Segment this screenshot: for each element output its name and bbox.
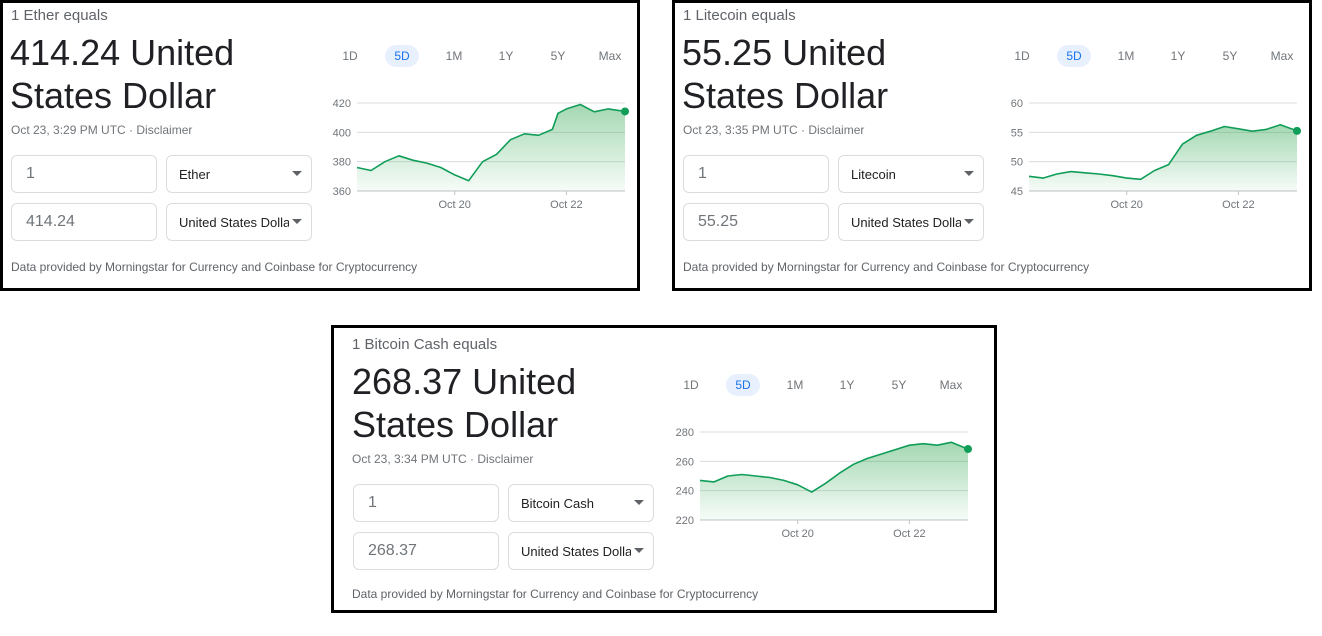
amount-from-input[interactable]: 1 — [353, 484, 499, 522]
amount-from-input[interactable]: 1 — [683, 155, 829, 193]
price-area — [1029, 124, 1297, 191]
range-tab-1y[interactable]: 1Y — [839, 378, 855, 392]
chevron-down-icon — [634, 500, 644, 505]
chevron-down-icon — [634, 548, 644, 553]
y-tick-label: 360 — [333, 186, 351, 198]
y-tick-label: 60 — [1011, 98, 1023, 110]
y-tick-label: 380 — [333, 157, 351, 169]
y-tick-label: 220 — [676, 515, 694, 527]
range-tab-1d[interactable]: 1D — [342, 49, 358, 63]
y-tick-label: 400 — [333, 127, 351, 139]
converter-widget-ether: 1 Ether equals 414.24 United States Doll… — [0, 0, 640, 291]
currency-from-select[interactable]: Litecoin — [838, 155, 984, 193]
y-tick-label: 260 — [676, 456, 694, 468]
y-tick-label: 55 — [1011, 127, 1023, 139]
currency-from-label: Ether — [179, 166, 211, 182]
x-tick-label: Oct 20 — [1111, 199, 1143, 211]
currency-to-label: United States Dollar — [179, 214, 289, 230]
range-tab-1y[interactable]: 1Y — [498, 49, 514, 63]
converted-amount-line2: States Dollar — [352, 404, 559, 445]
currency-to-label: United States Dollar — [851, 214, 961, 230]
latest-price-point — [621, 107, 629, 116]
converted-amount-line1: 414.24 United — [10, 32, 235, 73]
range-tab-1m[interactable]: 1M — [445, 49, 463, 63]
amount-to-input[interactable]: 268.37 — [353, 532, 499, 570]
y-tick-label: 45 — [1011, 186, 1023, 198]
price-chart[interactable]: 45 50 55 60 Oct 20 Oct 22 — [993, 89, 1303, 219]
range-tabs: 1D 5D 1M 1Y 5Y Max — [674, 374, 964, 396]
amount-to-input[interactable]: 55.25 — [683, 203, 829, 241]
price-chart[interactable]: 360 380 400 420 Oct 20 Oct 22 — [321, 89, 631, 219]
converter-widget-litecoin: 1 Litecoin equals 55.25 United States Do… — [672, 0, 1312, 291]
range-tab-1d[interactable]: 1D — [1014, 49, 1030, 63]
converted-amount: 268.37 United States Dollar — [352, 360, 652, 446]
data-provider-footer: Data provided by Morningstar for Currenc… — [352, 587, 759, 601]
latest-price-point — [964, 445, 972, 454]
x-tick-label: Oct 20 — [439, 199, 471, 211]
data-provider-footer: Data provided by Morningstar for Currenc… — [683, 260, 1090, 274]
x-tick-label: Oct 22 — [550, 199, 582, 211]
range-tab-max[interactable]: Max — [598, 49, 622, 63]
currency-to-label: United States Dollar — [521, 543, 631, 559]
currency-from-select[interactable]: Bitcoin Cash — [508, 484, 654, 522]
range-tab-5d[interactable]: 5D — [726, 374, 760, 396]
range-tab-5y[interactable]: 5Y — [891, 378, 907, 392]
price-line — [1028, 123, 1298, 181]
chevron-down-icon — [292, 171, 302, 176]
y-tick-label: 280 — [676, 427, 694, 439]
timestamp-disclaimer[interactable]: Oct 23, 3:29 PM UTC · Disclaimer — [11, 123, 193, 137]
timestamp-disclaimer[interactable]: Oct 23, 3:34 PM UTC · Disclaimer — [352, 452, 534, 466]
price-area — [700, 442, 968, 520]
range-tab-5d[interactable]: 5D — [1057, 45, 1091, 67]
data-provider-footer: Data provided by Morningstar for Currenc… — [11, 260, 418, 274]
chevron-down-icon — [292, 219, 302, 224]
currency-from-label: Litecoin — [851, 166, 896, 182]
currency-to-select[interactable]: United States Dollar — [166, 203, 312, 241]
converted-amount: 55.25 United States Dollar — [682, 31, 982, 117]
price-line — [356, 103, 626, 182]
currency-from-label: Bitcoin Cash — [521, 495, 594, 511]
chevron-down-icon — [964, 171, 974, 176]
currency-to-select[interactable]: United States Dollar — [838, 203, 984, 241]
y-tick-label: 240 — [676, 486, 694, 498]
range-tab-5y[interactable]: 5Y — [1222, 49, 1238, 63]
amount-from-input[interactable]: 1 — [11, 155, 157, 193]
price-chart[interactable]: 220 240 260 280 Oct 20 Oct 22 — [664, 418, 974, 548]
converted-amount-line2: States Dollar — [10, 75, 217, 116]
x-tick-label: Oct 22 — [1222, 199, 1254, 211]
range-tab-5d[interactable]: 5D — [385, 45, 419, 67]
converted-amount-line1: 55.25 United — [682, 32, 887, 73]
converter-widget-bitcoin-cash: 1 Bitcoin Cash equals 268.37 United Stat… — [331, 325, 997, 613]
converted-amount-line2: States Dollar — [682, 75, 889, 116]
price-area — [357, 104, 625, 191]
range-tab-max[interactable]: Max — [1270, 49, 1294, 63]
range-tab-1d[interactable]: 1D — [683, 378, 699, 392]
range-tab-1y[interactable]: 1Y — [1170, 49, 1186, 63]
range-tab-1m[interactable]: 1M — [1117, 49, 1135, 63]
price-line — [699, 441, 969, 493]
range-tabs: 1D 5D 1M 1Y 5Y Max — [333, 45, 623, 67]
converted-amount-line1: 268.37 United — [352, 361, 577, 402]
range-tab-1m[interactable]: 1M — [786, 378, 804, 392]
range-tab-max[interactable]: Max — [939, 378, 963, 392]
converted-amount: 414.24 United States Dollar — [10, 31, 310, 117]
x-tick-label: Oct 20 — [782, 528, 814, 540]
latest-price-point — [1293, 126, 1301, 135]
range-tab-5y[interactable]: 5Y — [550, 49, 566, 63]
currency-from-select[interactable]: Ether — [166, 155, 312, 193]
converter-header: 1 Litecoin equals — [683, 7, 796, 24]
converter-header: 1 Bitcoin Cash equals — [352, 336, 498, 353]
x-tick-label: Oct 22 — [893, 528, 925, 540]
y-tick-label: 420 — [333, 98, 351, 110]
amount-to-input[interactable]: 414.24 — [11, 203, 157, 241]
chevron-down-icon — [964, 219, 974, 224]
converter-header: 1 Ether equals — [11, 7, 108, 24]
y-tick-label: 50 — [1011, 157, 1023, 169]
currency-to-select[interactable]: United States Dollar — [508, 532, 654, 570]
timestamp-disclaimer[interactable]: Oct 23, 3:35 PM UTC · Disclaimer — [683, 123, 865, 137]
range-tabs: 1D 5D 1M 1Y 5Y Max — [1005, 45, 1295, 67]
